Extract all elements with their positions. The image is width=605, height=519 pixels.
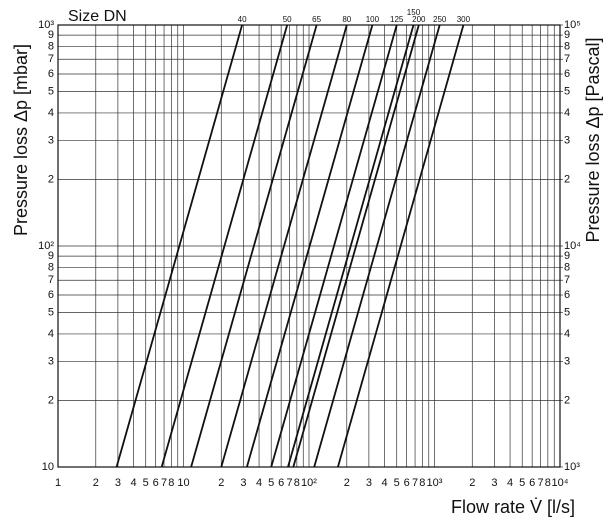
x-tick-label: 3 (366, 477, 372, 489)
y2-tick-label: 5 (564, 85, 570, 97)
dn-line (115, 24, 243, 468)
x-axis-label: Flow rate V̇ [l/s] (451, 497, 575, 517)
y-tick-label: 8 (48, 40, 54, 52)
x-tick-label: 7 (286, 477, 292, 489)
x-tick-label: 10 (177, 477, 189, 489)
y-tick-label: 4 (48, 107, 54, 119)
y-tick-label: 6 (48, 68, 54, 80)
y2-tick-label: 6 (564, 68, 570, 80)
x-tick-label: 5 (268, 477, 274, 489)
x-tick-label: 5 (143, 477, 149, 489)
y-tick-label: 3 (48, 355, 54, 367)
x-tick-label: 10³ (427, 477, 443, 489)
y-tick-label: 2 (48, 173, 54, 185)
y2-tick-label: 6 (564, 289, 570, 301)
y-tick-label: 9 (48, 250, 54, 262)
y-tick-label: 10³ (38, 19, 54, 31)
x-tick-label: 5 (519, 477, 525, 489)
x-tick-label: 2 (93, 477, 99, 489)
series-label: 200 (412, 15, 426, 24)
dn-line (246, 24, 374, 468)
series-label: 50 (283, 15, 292, 24)
dn-line (190, 24, 318, 468)
y2-tick-label: 3 (564, 134, 570, 146)
y-tick-label: 3 (48, 134, 54, 146)
x-tick-label: 2 (344, 477, 350, 489)
y2-tick-label: 9 (564, 250, 570, 262)
x-tick-label: 3 (115, 477, 121, 489)
y2-tick-label: 7 (564, 274, 570, 286)
x-tick-label: 1 (55, 477, 61, 489)
series-label: 250 (433, 15, 447, 24)
y-tick-label: 10² (38, 240, 54, 252)
x-tick-label: 10² (301, 477, 317, 489)
x-tick-label: 7 (412, 477, 418, 489)
x-tick-label: 7 (537, 477, 543, 489)
x-tick-label: 6 (404, 477, 410, 489)
x-tick-label: 4 (256, 477, 262, 489)
series-label: 150 (407, 8, 421, 17)
y2-tick-label: 5 (564, 306, 570, 318)
plot-frame (57, 24, 561, 468)
x-tick-label: 4 (130, 477, 136, 489)
y2-tick-label: 2 (564, 173, 570, 185)
series-label: 80 (342, 15, 351, 24)
series-label: 300 (457, 15, 471, 24)
x-tick-label: 8 (168, 477, 174, 489)
dn-line (292, 24, 420, 468)
x-tick-label: 3 (240, 477, 246, 489)
y-axis-label: Pressure loss Δp [mbar] (11, 44, 31, 236)
y-tick-label: 6 (48, 289, 54, 301)
x-tick-label: 4 (507, 477, 513, 489)
y2-tick-label: 8 (564, 261, 570, 273)
dn-line (287, 24, 415, 468)
y-tick-label: 4 (48, 328, 54, 340)
x-tick-label: 3 (491, 477, 497, 489)
y2-tick-label: 3 (564, 355, 570, 367)
y2-tick-label: 10⁴ (564, 240, 581, 252)
dn-line (313, 24, 441, 468)
series-label: 100 (366, 15, 380, 24)
chart-title: Size DN (68, 8, 127, 25)
x-tick-label: 6 (529, 477, 535, 489)
x-tick-label: 2 (469, 477, 475, 489)
y-tick-label: 7 (48, 274, 54, 286)
x-tick-label: 4 (381, 477, 387, 489)
x-tick-label: 10⁴ (552, 477, 569, 489)
y2-tick-label: 7 (564, 53, 570, 65)
y2-tick-label: 4 (564, 328, 570, 340)
x-tick-label: 6 (278, 477, 284, 489)
y2-tick-label: 2 (564, 394, 570, 406)
y-tick-label: 5 (48, 85, 54, 97)
x-tick-label: 5 (394, 477, 400, 489)
x-tick-label: 2 (218, 477, 224, 489)
y2-tick-label: 4 (564, 107, 570, 119)
y2-tick-label: 9 (564, 29, 570, 41)
series-label: 125 (390, 15, 404, 24)
dn-line (220, 24, 348, 468)
x-tick-label: 8 (545, 477, 551, 489)
y2-tick-label: 10³ (564, 461, 580, 473)
dn-line (270, 24, 398, 468)
dn-line (160, 24, 289, 468)
y-tick-label: 10 (42, 461, 54, 473)
x-tick-label: 8 (294, 477, 300, 489)
x-tick-label: 8 (419, 477, 425, 489)
y-tick-label: 9 (48, 29, 54, 41)
y2-tick-label: 8 (564, 40, 570, 52)
y-tick-label: 7 (48, 53, 54, 65)
y2-tick-label: 10⁵ (564, 19, 581, 31)
y-tick-label: 8 (48, 261, 54, 273)
y-tick-label: 2 (48, 394, 54, 406)
dn-line (337, 24, 465, 468)
y-tick-label: 5 (48, 306, 54, 318)
x-tick-label: 6 (153, 477, 159, 489)
series-label: 65 (312, 15, 321, 24)
y2-axis-label: Pressure loss Δp [Pascal] (583, 37, 603, 242)
series-label: 40 (238, 15, 247, 24)
x-tick-label: 7 (161, 477, 167, 489)
